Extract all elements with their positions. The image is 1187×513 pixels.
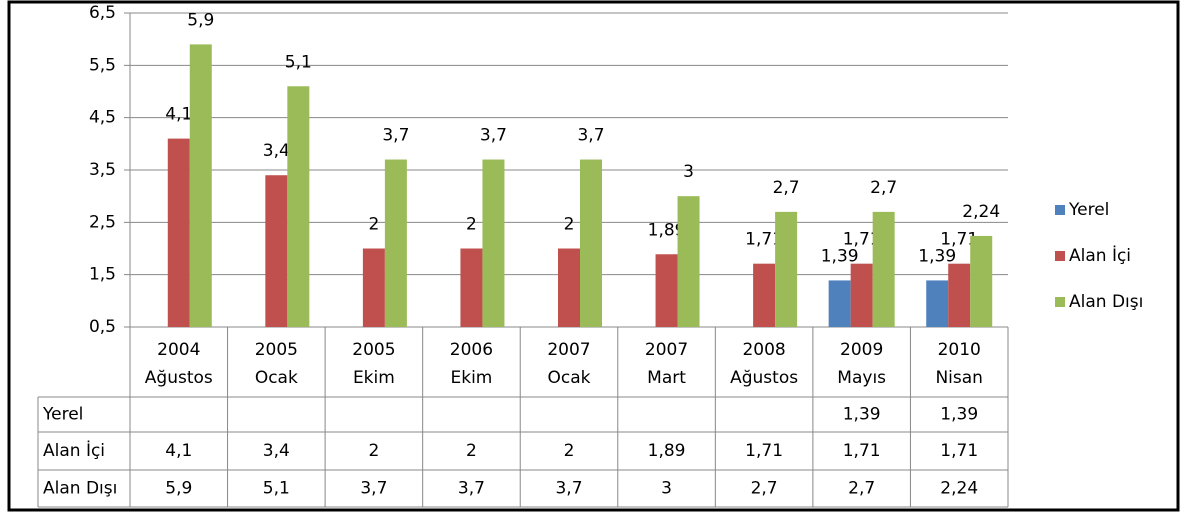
table-cell: 1,39	[940, 405, 978, 425]
data-label: 5,9	[187, 10, 214, 30]
legend-label: Alan Dışı	[1069, 292, 1143, 312]
table-cell: 3,7	[555, 479, 582, 499]
bar	[655, 254, 678, 327]
bar	[362, 248, 385, 327]
data-label: 1,71	[745, 230, 783, 250]
y-tick-label: 5,5	[89, 55, 116, 75]
data-label: 3,7	[577, 126, 604, 146]
table-cell: 2	[368, 441, 379, 461]
table-cell: 2,7	[848, 479, 875, 499]
data-label: 3,7	[480, 126, 507, 146]
y-tick-label: 1,5	[89, 265, 116, 285]
table-cell: 3,7	[360, 479, 387, 499]
bar	[580, 159, 602, 327]
data-label: 2	[368, 215, 379, 235]
data-label: 2	[466, 215, 477, 235]
data-label: 1,71	[843, 230, 881, 250]
table-cell: 2,24	[940, 479, 978, 499]
legend-label: Alan İçi	[1069, 245, 1131, 266]
y-tick-label: 6,5	[89, 3, 116, 23]
table-cell: 1,89	[648, 441, 686, 461]
table-cell: 5,9	[165, 479, 192, 499]
data-label: 2,7	[870, 178, 897, 198]
x-tick-label: 2009	[840, 340, 883, 360]
x-tick-label: 2006	[450, 340, 493, 360]
bar	[677, 196, 700, 327]
bar	[287, 86, 310, 328]
bar	[167, 138, 190, 327]
table-cell: 3	[661, 479, 672, 499]
table-cell: 4,1	[165, 441, 192, 461]
bar	[265, 175, 288, 327]
bar	[850, 263, 873, 327]
x-tick-label: Mart	[647, 368, 686, 388]
data-label: 3	[683, 162, 694, 182]
x-tick-label: Ağustos	[730, 368, 798, 388]
x-tick-label: Ağustos	[145, 368, 213, 388]
table-cell: 2,7	[751, 479, 778, 499]
data-label: 2,24	[962, 202, 1000, 222]
bar	[872, 211, 895, 327]
table-cell: 3,7	[458, 479, 485, 499]
bar	[558, 248, 580, 327]
y-tick-label: 3,5	[89, 160, 116, 180]
x-tick-label: Ekim	[451, 368, 493, 388]
table-cell: 1,71	[843, 441, 881, 461]
bar	[482, 159, 505, 327]
y-tick-label: 2,5	[89, 212, 116, 232]
table-row-label: Yerel	[42, 405, 83, 425]
x-tick-label: Ocak	[255, 368, 298, 388]
table-cell: 1,39	[843, 405, 881, 425]
table-cell: 1,71	[940, 441, 978, 461]
x-tick-label: 2005	[255, 340, 298, 360]
table-cell: 2	[564, 441, 575, 461]
bar	[948, 263, 971, 327]
data-label: 1,39	[918, 246, 956, 266]
y-tick-label: 4,5	[89, 108, 116, 128]
legend-swatch	[1055, 205, 1065, 215]
data-label: 5,1	[285, 52, 312, 72]
table-cell: 3,4	[263, 441, 290, 461]
x-tick-label: 2008	[742, 340, 785, 360]
x-tick-label: 2007	[645, 340, 688, 360]
data-label: 1,89	[648, 220, 686, 240]
data-label: 3,7	[382, 126, 409, 146]
data-label: 3,4	[263, 141, 290, 161]
table-cell: 5,1	[263, 479, 290, 499]
data-label: 1,39	[821, 246, 859, 266]
data-label: 2	[564, 215, 575, 235]
y-tick-label: 0,5	[89, 317, 116, 337]
bar	[189, 44, 212, 328]
table-row-label: Alan İçi	[43, 440, 105, 461]
x-tick-label: Mayıs	[837, 368, 886, 388]
bar	[460, 248, 483, 327]
x-tick-label: Ekim	[353, 368, 395, 388]
bar	[384, 159, 407, 327]
x-tick-label: Nisan	[935, 368, 983, 388]
x-tick-label: Ocak	[548, 368, 591, 388]
bar	[753, 263, 776, 327]
bar	[828, 280, 851, 327]
data-label: 4,1	[165, 105, 192, 125]
legend-label: Yerel	[1068, 200, 1109, 220]
legend-swatch	[1055, 251, 1065, 261]
bar	[970, 235, 993, 327]
data-label: 1,71	[940, 230, 978, 250]
table-row-label: Alan Dışı	[43, 479, 117, 499]
x-tick-label: 2010	[938, 340, 981, 360]
bar	[775, 211, 798, 327]
table-cell: 1,71	[745, 441, 783, 461]
table-cell: 2	[466, 441, 477, 461]
legend-swatch	[1055, 297, 1065, 307]
bar	[926, 280, 949, 327]
x-tick-label: 2005	[352, 340, 395, 360]
x-tick-label: 2004	[157, 340, 200, 360]
data-label: 2,7	[773, 178, 800, 198]
x-tick-label: 2007	[547, 340, 590, 360]
